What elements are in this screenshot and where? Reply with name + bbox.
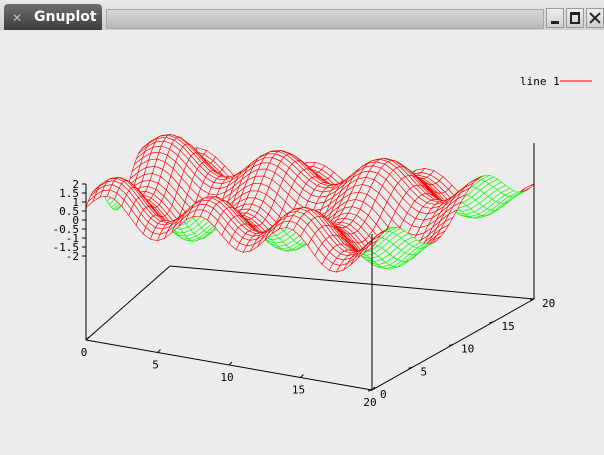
x-axis-back-line — [169, 265, 535, 300]
z-tick-label: 1 — [72, 196, 79, 209]
surface-mesh — [85, 133, 535, 273]
y-tick-label: 10 — [461, 343, 474, 356]
minimize-button[interactable] — [546, 8, 564, 28]
x-tick — [300, 374, 304, 378]
y-tick-label: 15 — [502, 320, 515, 333]
z-tick-label: 0.5 — [59, 205, 79, 218]
close-button[interactable] — [586, 8, 604, 28]
x-tick — [228, 361, 233, 366]
y-tick-label: 0 — [380, 388, 387, 401]
y-tick — [367, 389, 373, 392]
z-tick-label: -2 — [66, 250, 79, 263]
x-tick — [371, 386, 376, 391]
y-tick-label: 5 — [421, 365, 428, 378]
x-icon: ✕ — [12, 11, 23, 25]
y-tick — [489, 321, 494, 324]
z-tick-label: -1 — [66, 232, 79, 245]
maximize-button[interactable] — [566, 8, 584, 28]
y-tick — [529, 298, 535, 301]
x-tick-label: 20 — [363, 396, 376, 409]
z-tick-label: 0 — [72, 214, 79, 227]
x-tick — [85, 336, 90, 341]
y-tick — [408, 366, 413, 369]
z-tick-label: -0.5 — [53, 223, 80, 236]
title-bar-drag-area[interactable] — [106, 9, 544, 29]
x-tick-label: 5 — [152, 359, 159, 372]
y-tick — [448, 344, 454, 346]
y-tick-label: 20 — [542, 297, 555, 310]
x-tick-label: 15 — [292, 384, 305, 397]
z-tick-label: -1.5 — [53, 241, 80, 254]
x-tick — [157, 349, 161, 353]
axes — [82, 143, 535, 392]
x-tick-label: 10 — [220, 371, 233, 384]
plot-area: 2 1.5 1 0.5 0 -0.5 -1 -1.5 -2 0 5 10 15 20 0 5 10 15 20 li… — [0, 30, 604, 455]
surface-facet — [363, 241, 377, 253]
window-title: Gnuplot — [34, 9, 97, 25]
legend: line 1 — [520, 75, 592, 88]
y-axis-back-line — [85, 265, 171, 341]
window-title-tab[interactable]: ✕ Gnuplot — [4, 4, 102, 30]
x-tick-label: 0 — [81, 346, 88, 359]
title-bar[interactable]: ✕ Gnuplot — [0, 0, 604, 30]
z-tick-label: 1.5 — [59, 187, 79, 200]
z-tick-label: 2 — [72, 178, 79, 191]
legend-label: line 1 — [520, 75, 560, 88]
